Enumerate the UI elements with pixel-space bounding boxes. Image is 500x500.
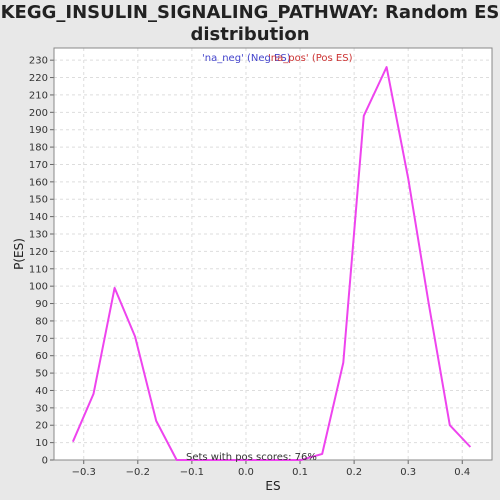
y-tick-label: 40 [35,386,48,397]
y-tick-label: 210 [29,90,48,101]
x-tick-label: −0.2 [126,467,150,478]
chart-title-line2: distribution [190,24,310,45]
x-tick-label: 0.2 [346,467,362,478]
y-tick-label: 200 [29,108,48,119]
y-tick-label: 140 [29,212,48,223]
y-tick-label: 60 [35,351,48,362]
x-tick-label: 0.1 [292,467,308,478]
y-tick-label: 0 [42,456,48,467]
y-tick-label: 50 [35,369,48,380]
y-tick-label: 110 [29,264,48,275]
y-tick-label: 130 [29,230,48,241]
y-tick-label: 170 [29,160,48,171]
legend: 'na_neg' (Neg ES)'na_pos' (Pos ES) [202,53,353,64]
pos-scores-annotation: Sets with pos scores: 76% [186,452,317,463]
x-tick-label: 0.3 [400,467,416,478]
y-tick-label: 70 [35,334,48,345]
y-tick-label: 190 [29,125,48,136]
y-tick-label: 230 [29,56,48,67]
series-layer [71,66,472,461]
y-tick-label: 150 [29,195,48,206]
y-tick-label: 10 [35,438,48,449]
y-tick-label: 30 [35,403,48,414]
y-tick-label: 100 [29,282,48,293]
y-tick-label: 90 [35,299,48,310]
x-axis-label: ES [265,479,280,493]
plot-area [54,48,492,460]
chart-title: KEGG_INSULIN_SIGNALING_PATHWAY: Random E… [0,2,500,46]
x-tick-label: −0.3 [72,467,96,478]
y-axis-label: P(ES) [12,238,26,270]
x-tick-label: −0.1 [180,467,204,478]
y-tick-label: 160 [29,177,48,188]
es-distribution-line [71,66,472,461]
y-tick-label: 20 [35,421,48,432]
y-tick-label: 220 [29,73,48,84]
x-tick-label: 0.0 [238,467,254,478]
y-tick-label: 80 [35,316,48,327]
y-tick-label: 180 [29,143,48,154]
x-tick-label: 0.4 [454,467,470,478]
y-tick-label: 120 [29,247,48,258]
grid-lines [54,48,492,461]
legend-item-neg: 'na_neg' (Neg ES) [202,53,291,64]
chart-title-line1: KEGG_INSULIN_SIGNALING_PATHWAY: Random E… [0,2,500,23]
legend-item-pos: 'na_pos' (Pos ES) [268,53,353,64]
